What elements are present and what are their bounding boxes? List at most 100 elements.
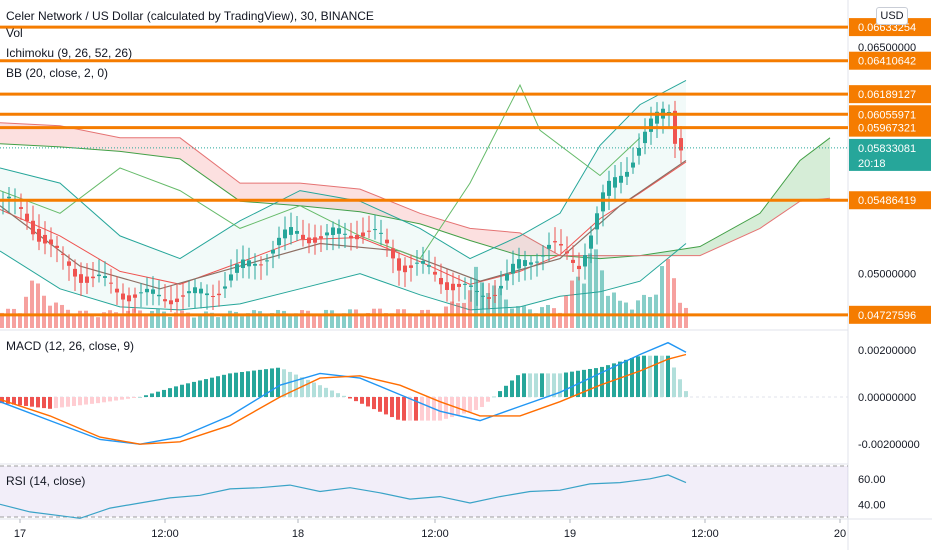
volume-bar [192, 317, 196, 328]
cloud-segment [300, 183, 360, 212]
bb-fill [0, 80, 686, 310]
volume-bar [60, 304, 64, 328]
cloud-segment [360, 189, 420, 224]
candle-body [385, 239, 389, 244]
bb-lower [0, 243, 687, 311]
candle-body [163, 299, 167, 302]
candle-body [337, 228, 341, 234]
candle-body [259, 264, 263, 266]
candle-body [421, 261, 425, 264]
macd-histogram-bar [180, 384, 184, 397]
volume-bar [282, 310, 286, 328]
time-axis-tick-label: 18 [292, 528, 304, 540]
candle-body [469, 285, 473, 287]
candle-body [355, 235, 359, 240]
candle-body [91, 276, 95, 279]
candle-body [577, 265, 581, 270]
currency-button[interactable]: USD [876, 7, 908, 25]
volume-bar [90, 313, 94, 328]
macd-histogram-bar [210, 377, 214, 397]
macd-histogram-bar [552, 373, 556, 397]
candle-body [511, 263, 515, 274]
macd-histogram-bar [18, 397, 22, 406]
candle-body [241, 259, 245, 269]
chart-title: Celer Network / US Dollar (calculated by… [6, 9, 374, 23]
time-axis-tick-label: 12:00 [421, 528, 449, 540]
macd-histogram-bar [558, 373, 562, 397]
volume-bar [546, 304, 550, 328]
current-price-tag [849, 138, 931, 171]
macd-histogram-bar [78, 397, 82, 406]
rsi-axis-tick-label: 60.00 [858, 474, 886, 486]
macd-histogram-bar [606, 365, 610, 397]
volume-bar [162, 311, 166, 328]
level-price-tag [849, 51, 931, 70]
volume-bar [222, 313, 226, 328]
macd-histogram-bar [162, 389, 166, 397]
vol-indicator-label[interactable]: Vol [6, 26, 23, 40]
macd-histogram-bar [36, 397, 40, 408]
candle-body [481, 295, 485, 297]
volume-bar [300, 310, 304, 328]
macd-histogram-bar [192, 381, 196, 397]
macd-indicator-label[interactable]: MACD (12, 26, close, 9) [6, 339, 135, 353]
candle-body [619, 175, 623, 183]
candle-body [559, 243, 563, 246]
candle-body [643, 131, 647, 144]
candle-body [523, 260, 527, 267]
candle-body [151, 289, 155, 294]
candle-body [403, 265, 407, 273]
volume-bar [522, 306, 526, 328]
candle-body [67, 261, 71, 266]
volume-bar [252, 310, 256, 328]
candle-body [199, 288, 203, 294]
candle-body [25, 213, 29, 222]
candle-body [301, 234, 305, 240]
volume-bar [150, 310, 154, 328]
candle-body [529, 262, 533, 265]
volume-bar [0, 312, 4, 328]
volume-bar [168, 316, 172, 328]
candle-body [409, 265, 413, 268]
macd-histogram-bar [228, 373, 232, 397]
candle-body [649, 118, 653, 132]
macd-histogram-bar [672, 367, 676, 397]
volume-bar [396, 309, 400, 328]
volume-bar [12, 308, 16, 328]
macd-histogram-bar [438, 397, 442, 421]
candle-body [655, 111, 659, 124]
volume-bar [594, 249, 598, 328]
bb-indicator-label[interactable]: BB (20, close, 2, 0) [6, 66, 109, 80]
macd-histogram-bar [186, 383, 190, 397]
candle-body [79, 274, 83, 283]
cloud-segment [60, 125, 120, 152]
candle-body [373, 229, 377, 231]
volume-bar [66, 309, 70, 328]
level-price-label: 0.05967321 [858, 123, 916, 135]
ichimoku-lagging-span [0, 83, 641, 260]
macd-histogram-bar [654, 355, 658, 397]
candle-body [307, 237, 311, 244]
volume-bar [138, 310, 142, 328]
candle-body [535, 261, 539, 263]
macd-histogram-bar [456, 397, 460, 416]
macd-axis-tick-label: -0.00200000 [858, 439, 920, 451]
level-price-tag [849, 191, 931, 210]
volume-bar [216, 317, 220, 328]
candle-body [175, 298, 179, 303]
volume-bar [36, 283, 40, 328]
volume-bar [600, 270, 604, 328]
rsi-indicator-label[interactable]: RSI (14, close) [6, 474, 86, 488]
candle-body [547, 244, 551, 249]
macd-histogram-bar [72, 397, 76, 406]
ichimoku-indicator-label[interactable]: Ichimoku (9, 26, 52, 26) [6, 46, 133, 60]
volume-bar [306, 310, 310, 328]
candle-body [667, 112, 671, 114]
volume-bar [204, 311, 208, 328]
cloud-segment [470, 228, 520, 256]
candle-body [127, 295, 131, 302]
volume-bar [372, 308, 376, 328]
macd-histogram-bar [90, 397, 94, 404]
volume-bar [102, 312, 106, 328]
